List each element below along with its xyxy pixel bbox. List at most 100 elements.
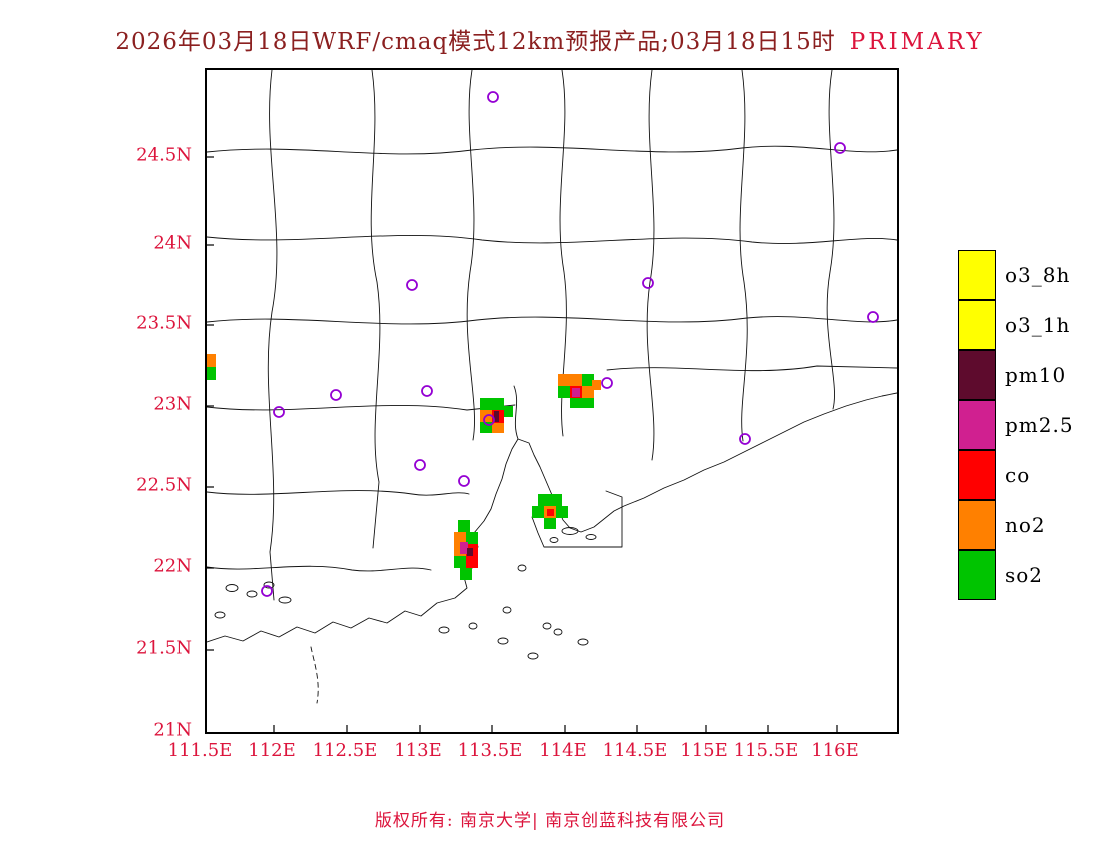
county-line [606, 365, 897, 372]
legend-label: co [1005, 463, 1031, 487]
island [585, 534, 597, 540]
island [517, 564, 527, 572]
station-marker [642, 277, 654, 289]
pollution-cell-so2 [460, 568, 472, 580]
pollution-cell-pm2_5 [572, 388, 580, 397]
legend-label: o3_1h [1005, 313, 1071, 337]
legend-item: no2 [958, 499, 1074, 550]
county-line [370, 70, 381, 549]
county-line [207, 145, 897, 155]
island [561, 527, 579, 535]
island [527, 652, 539, 660]
station-marker [867, 311, 879, 323]
pollution-cell-so2 [538, 494, 550, 506]
pollution-cell-pm10 [467, 548, 473, 556]
x-tick-label: 112E [248, 740, 296, 761]
pollution-cell-so2 [458, 520, 470, 532]
station-marker [406, 279, 418, 291]
legend-item: so2 [958, 549, 1074, 600]
legend: o3_8h o3_1h pm10 pm2.5 co no2 so2 [958, 249, 1074, 600]
title-tag: PRIMARY [849, 29, 985, 55]
island [549, 537, 559, 543]
island [225, 584, 239, 592]
pollution-cell-no2 [582, 386, 594, 398]
pollution-cell-no2 [570, 374, 582, 386]
pollution-cell-so2 [582, 374, 594, 386]
y-tick-label: 22N [153, 555, 192, 577]
island [497, 637, 509, 645]
x-tick-label: 116E [811, 740, 859, 761]
pollution-cell-so2 [480, 398, 492, 410]
x-tick-label: 113.5E [457, 740, 523, 761]
pollution-cell-so2 [466, 532, 478, 544]
legend-item: pm10 [958, 349, 1074, 400]
x-tick-label: 115.5E [733, 740, 799, 761]
island [468, 622, 478, 630]
legend-swatch-so2 [958, 549, 996, 600]
station-marker [834, 142, 846, 154]
legend-swatch-o3_8h [958, 249, 996, 300]
county-line [207, 565, 432, 572]
island [278, 596, 292, 604]
pollution-cell-no2 [454, 532, 466, 544]
island [438, 626, 450, 634]
title-main: 2026年03月18日WRF/cmaq模式12km预报产品;03月18日15时 [115, 29, 836, 55]
y-tick-label: 22.5N [136, 474, 192, 496]
pollution-cell-no2 [592, 380, 601, 390]
pollution-cell-so2 [582, 398, 594, 408]
county-line [466, 70, 475, 441]
legend-swatch-no2 [958, 499, 996, 550]
pollution-cell-co [466, 556, 478, 568]
island [246, 590, 258, 598]
legend-label: no2 [1005, 513, 1046, 537]
x-tick-label: 114E [539, 740, 587, 761]
copyright-footer: 版权所有: 南京大学| 南京创蓝科技有限公司 [374, 811, 726, 831]
pollution-cell-so2 [492, 398, 504, 410]
station-marker [273, 406, 285, 418]
city-markers [261, 91, 879, 597]
pollution-cell-so2 [454, 556, 466, 568]
pollution-cell-so2 [558, 386, 570, 398]
county-line [207, 316, 897, 325]
pollution-cell-no2 [207, 354, 216, 367]
legend-swatch-o3_1h [958, 299, 996, 350]
station-marker [739, 433, 751, 445]
pollution-cell-so2 [570, 398, 582, 408]
county-line [646, 70, 655, 461]
island [502, 606, 512, 614]
station-marker [601, 377, 613, 389]
station-marker [487, 91, 499, 103]
legend-label: o3_8h [1005, 263, 1071, 287]
pollution-cells [207, 354, 601, 580]
map-boundaries [207, 70, 897, 704]
legend-label: so2 [1005, 563, 1044, 587]
island [553, 628, 563, 636]
island [214, 611, 226, 619]
x-tick-label: 115E [680, 740, 728, 761]
pollution-cell-so2 [207, 367, 216, 380]
river-line [513, 385, 519, 440]
station-marker [483, 414, 495, 426]
legend-item: o3_8h [958, 249, 1074, 300]
x-tick-label: 114.5E [602, 740, 668, 761]
pollution-cell-so2 [480, 422, 492, 433]
x-tick-label: 113E [394, 740, 442, 761]
county-line [207, 490, 470, 496]
legend-swatch-co [958, 449, 996, 500]
region-box [531, 490, 623, 548]
y-tick-label: 21N [153, 719, 192, 741]
dashed-boundary [310, 646, 319, 704]
pollution-cell-pm10 [494, 411, 499, 422]
y-tick-label: 24N [153, 232, 192, 254]
county-line [207, 404, 516, 411]
county-line [207, 235, 897, 244]
island [263, 581, 275, 589]
station-marker [414, 459, 426, 471]
pollution-cell-co [547, 509, 554, 516]
island [577, 638, 589, 646]
y-tick-label: 23.5N [136, 312, 192, 334]
axis-ticks [207, 156, 838, 732]
pollution-cell-so2 [544, 518, 556, 529]
pollution-cell-so2 [550, 494, 562, 506]
